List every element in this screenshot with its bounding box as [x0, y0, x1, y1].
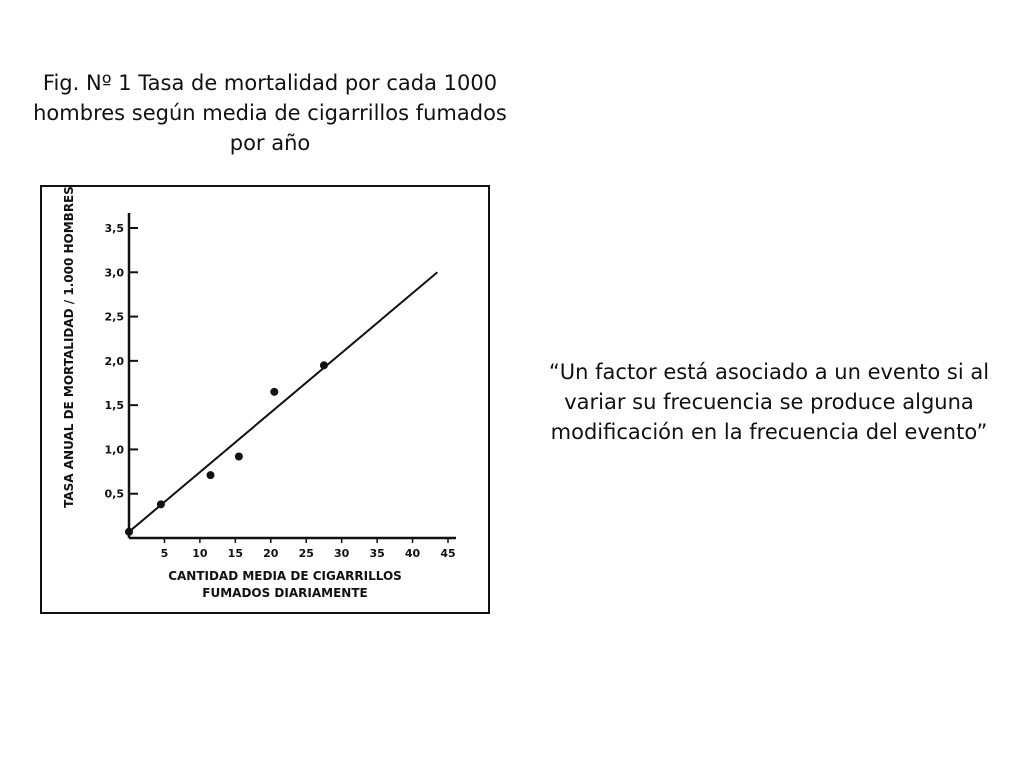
- caption-line-3: por año: [229, 131, 311, 155]
- x-tick-label: 25: [299, 547, 314, 560]
- quote-line-1: “Un factor está asociado a un evento si …: [548, 360, 990, 384]
- x-tick-label: 40: [405, 547, 421, 560]
- y-tick-label: 1,0: [105, 443, 125, 456]
- data-points: [125, 361, 328, 536]
- data-point: [206, 471, 215, 480]
- data-point: [234, 452, 243, 461]
- y-tick-label: 2,5: [105, 311, 125, 324]
- chart-frame: 0,5 1,0 1,5 2,0 2,5 3,0 3,5 5 10 15 20 25 30 35 40 45 …: [40, 185, 490, 614]
- y-axis-label: TASA ANUAL DE MORTALIDAD / 1.000 HOMBRES: [62, 187, 76, 508]
- caption-line-2: hombres según media de cigarrillos fumad…: [33, 101, 507, 125]
- chart-axes: [127, 213, 456, 540]
- scatter-chart: 0,51,01,52,02,53,03,5 5 10 15 20 25 30 35 40 45 …: [62, 187, 456, 600]
- x-axis-label-line-1: CANTIDAD MEDIA DE CIGARRILLOS: [168, 569, 402, 583]
- y-tick-label: 3,0: [105, 266, 125, 279]
- y-tick-label: 3,5: [105, 222, 125, 235]
- y-tick-label: 2,0: [105, 355, 125, 368]
- y-tick-label: 0,5: [105, 488, 125, 501]
- x-tick-label: 45: [440, 547, 455, 560]
- y-tick-label: 1,5: [105, 399, 125, 412]
- x-tick-label: 15: [228, 547, 243, 560]
- x-tick-label: 5: [161, 547, 169, 560]
- trend-line-group: [128, 271, 439, 533]
- quote-text: “Un factor está asociado a un evento si …: [536, 357, 1002, 447]
- data-point: [125, 527, 133, 536]
- data-point: [319, 361, 328, 370]
- x-tick-label: 20: [263, 547, 279, 560]
- x-tick-label: 10: [192, 547, 208, 560]
- x-tick-label: 30: [334, 547, 350, 560]
- x-ticks: 5 10 15 20 25 30 35 40 45: [161, 538, 456, 560]
- data-point: [156, 500, 165, 509]
- quote-line-2: variar su frecuencia se produce alguna: [564, 390, 974, 414]
- trend-line: [128, 271, 439, 533]
- quote-line-3: modificación en la frecuencia del evento…: [550, 420, 988, 444]
- caption-line-1: Fig. Nº 1 Tasa de mortalidad por cada 10…: [42, 71, 498, 95]
- x-axis-label-line-2: FUMADOS DIARIAMENTE: [202, 586, 367, 600]
- figure-caption: Fig. Nº 1 Tasa de mortalidad por cada 10…: [20, 68, 520, 158]
- y-ticks: 0,5 1,0 1,5 2,0 2,5 3,0 3,5: [105, 222, 138, 501]
- data-point: [270, 387, 279, 396]
- x-tick-label: 35: [369, 547, 384, 560]
